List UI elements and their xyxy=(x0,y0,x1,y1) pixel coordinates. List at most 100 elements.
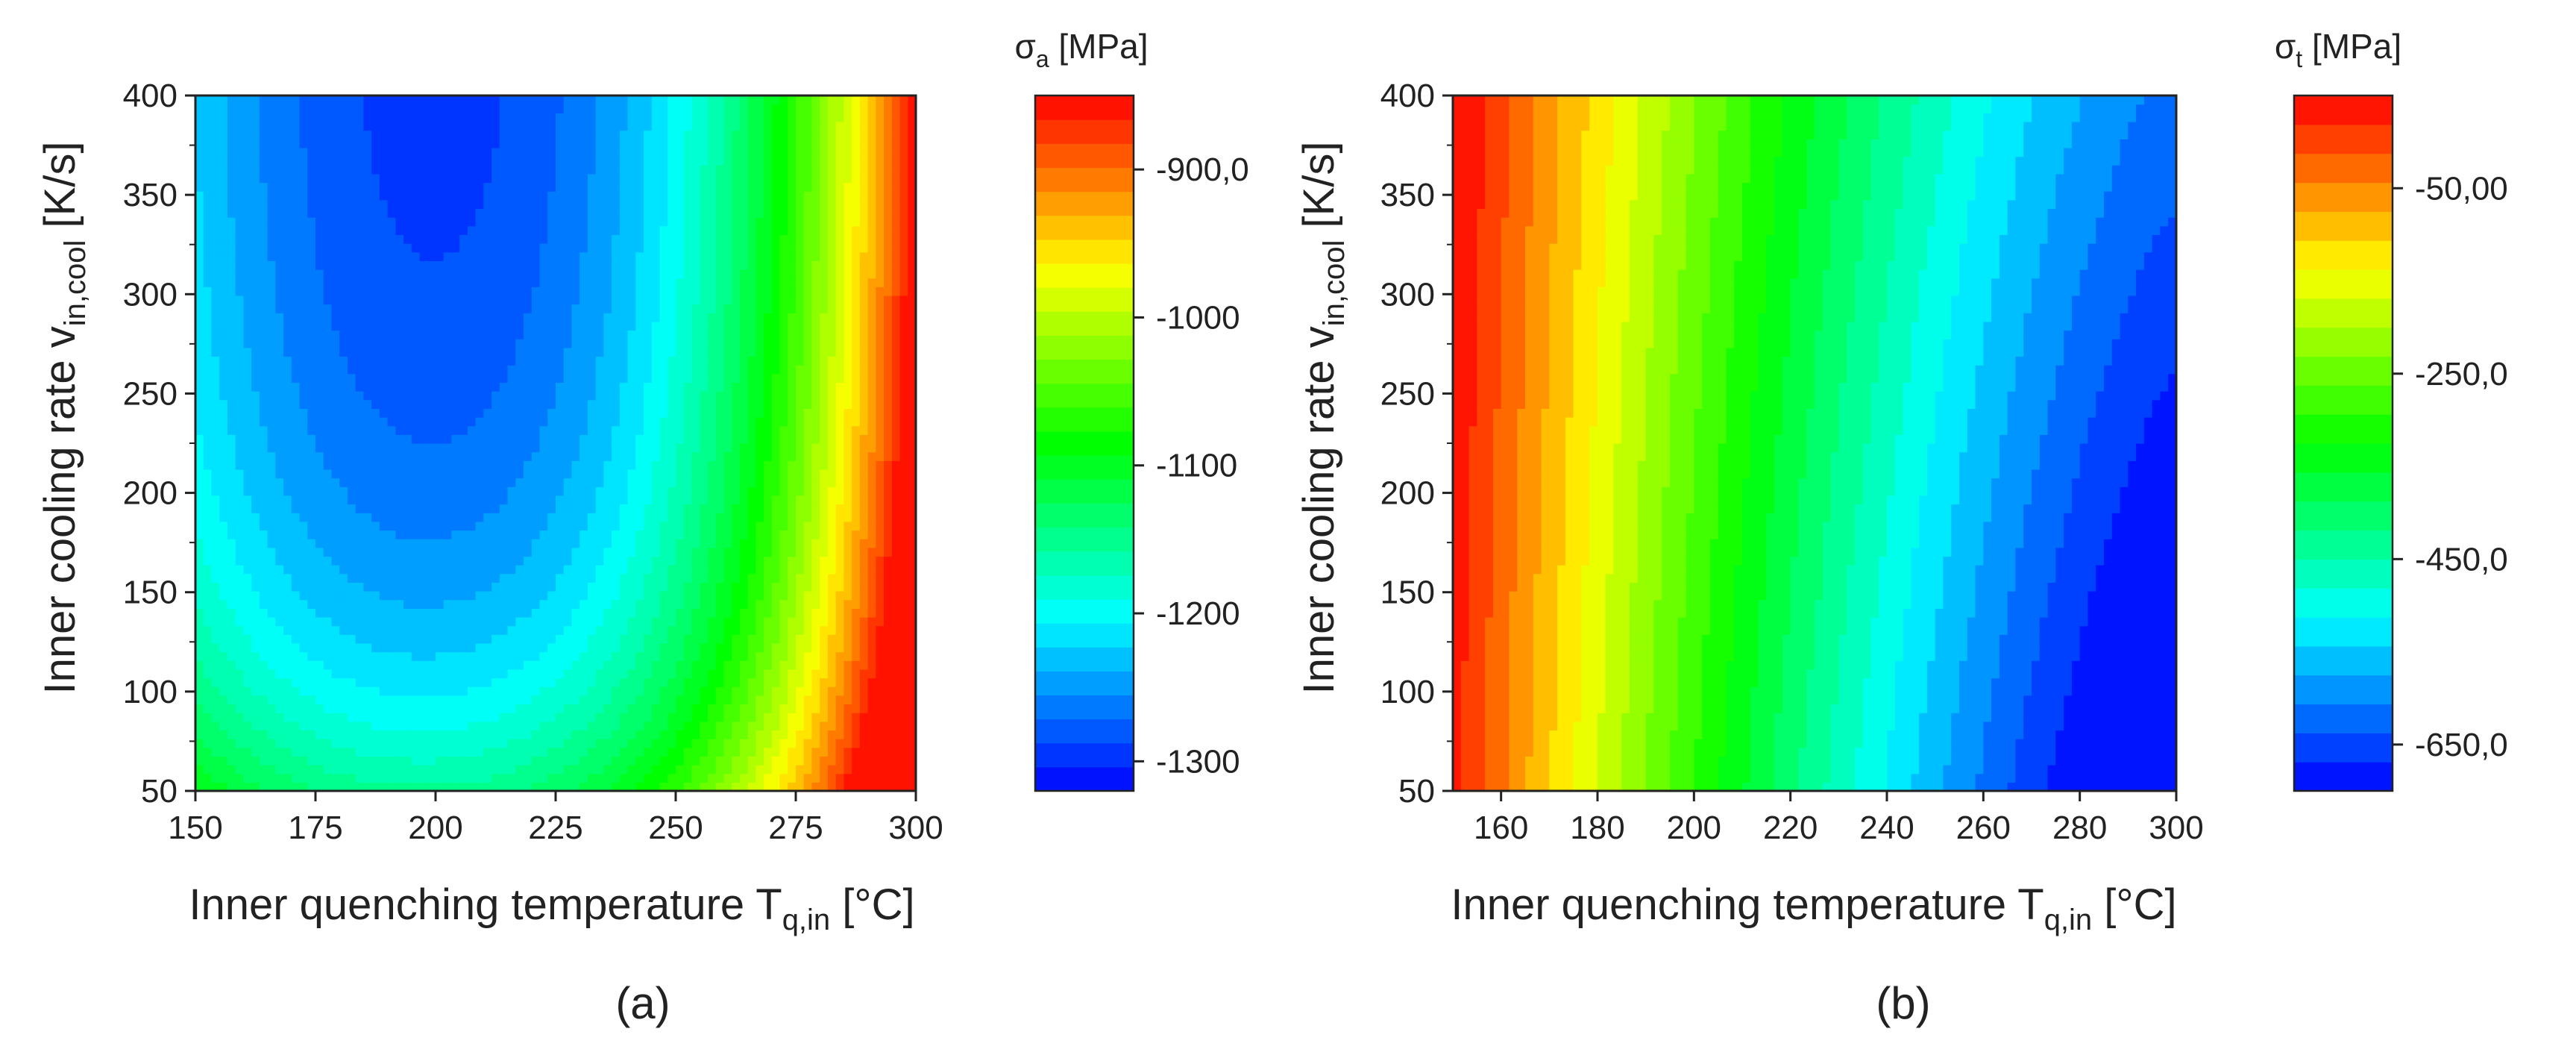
contour-cell xyxy=(595,660,604,670)
contour-cell xyxy=(211,469,220,479)
contour-cell xyxy=(211,330,220,339)
contour-cell xyxy=(579,756,588,766)
contour-cell xyxy=(436,313,444,322)
contour-cell xyxy=(227,408,236,418)
contour-cell xyxy=(459,782,468,792)
contour-cell xyxy=(499,513,509,522)
contour-cell xyxy=(524,191,533,201)
contour-cell xyxy=(563,295,573,305)
contour-cell xyxy=(339,330,348,339)
contour-cell xyxy=(211,217,220,227)
contour-cell xyxy=(315,173,324,184)
contour-cell xyxy=(515,139,524,148)
contour-cell xyxy=(283,504,292,513)
contour-cell xyxy=(355,347,364,357)
contour-cell xyxy=(571,408,580,418)
contour-cell xyxy=(339,304,348,313)
contour-cell xyxy=(315,617,324,627)
contour-cell xyxy=(371,121,380,131)
contour-cell xyxy=(467,556,477,566)
contour-cell xyxy=(227,478,236,487)
contour-cell xyxy=(515,686,524,696)
contour-cell xyxy=(619,391,629,401)
contour-cell xyxy=(395,443,404,453)
contour-cell xyxy=(379,113,389,122)
contour-cell xyxy=(691,591,700,601)
contour-cell xyxy=(659,513,668,522)
contour-cell xyxy=(219,260,228,270)
contour-cell xyxy=(347,96,356,105)
contour-cell xyxy=(612,130,621,140)
contour-cell xyxy=(251,425,260,435)
contour-cell xyxy=(627,739,636,748)
contour-cell xyxy=(403,382,412,392)
contour-cell xyxy=(251,373,260,384)
contour-cell xyxy=(619,539,629,548)
contour-cell xyxy=(267,495,276,505)
contour-cell xyxy=(291,373,301,384)
contour-cell xyxy=(451,104,460,113)
contour-cell xyxy=(307,121,316,131)
contour-cell xyxy=(379,321,389,331)
contour-cell xyxy=(331,721,340,731)
contour-cell xyxy=(443,625,453,635)
contour-cell xyxy=(235,382,244,392)
contour-cell xyxy=(363,130,372,140)
contour-cell xyxy=(651,321,661,331)
contour-cell xyxy=(579,287,588,296)
contour-cell xyxy=(307,339,316,348)
contour-cell xyxy=(251,408,260,418)
contour-cell xyxy=(291,399,301,409)
contour-cell xyxy=(676,765,685,774)
contour-cell xyxy=(411,173,421,184)
contour-cell xyxy=(275,747,284,757)
contour-cell xyxy=(683,234,693,244)
contour-cell xyxy=(427,425,436,435)
contour-cell xyxy=(683,373,693,384)
contour-cell xyxy=(547,591,556,601)
contour-cell xyxy=(619,96,629,105)
contour-cell xyxy=(676,391,685,401)
contour-cell xyxy=(499,782,509,792)
contour-cell xyxy=(676,295,685,305)
contour-cell xyxy=(603,399,612,409)
contour-cell xyxy=(291,165,301,175)
contour-cell xyxy=(499,139,509,148)
contour-cell xyxy=(571,113,580,122)
contour-cell xyxy=(355,599,364,609)
contour-cell xyxy=(659,478,668,487)
contour-cell xyxy=(427,408,436,418)
contour-cell xyxy=(507,713,516,722)
contour-cell xyxy=(419,582,428,592)
contour-cell xyxy=(379,730,389,739)
contour-cell xyxy=(403,669,412,679)
contour-cell xyxy=(331,486,340,496)
contour-cell xyxy=(403,634,412,644)
contour-cell xyxy=(331,469,340,479)
contour-cell xyxy=(531,147,541,157)
contour-cell xyxy=(635,260,644,270)
contour-cell xyxy=(603,782,612,792)
contour-cell xyxy=(483,730,492,739)
contour-cell xyxy=(211,443,220,453)
contour-cell xyxy=(395,739,404,748)
contour-cell xyxy=(411,373,421,384)
contour-cell xyxy=(531,391,541,401)
contour-cell xyxy=(371,147,380,157)
contour-cell xyxy=(619,434,629,444)
contour-cell xyxy=(243,591,252,601)
contour-cell xyxy=(219,773,228,783)
contour-cell xyxy=(299,287,308,296)
contour-cell xyxy=(235,304,244,313)
contour-cell xyxy=(563,373,573,384)
contour-cell xyxy=(499,113,509,122)
contour-cell xyxy=(499,208,509,218)
contour-cell xyxy=(331,521,340,531)
contour-cell xyxy=(587,408,597,418)
contour-cell xyxy=(644,243,653,253)
contour-cell xyxy=(612,356,621,366)
contour-cell xyxy=(531,782,541,792)
contour-cell xyxy=(531,165,541,175)
contour-cell xyxy=(427,495,436,505)
contour-cell xyxy=(323,199,333,210)
